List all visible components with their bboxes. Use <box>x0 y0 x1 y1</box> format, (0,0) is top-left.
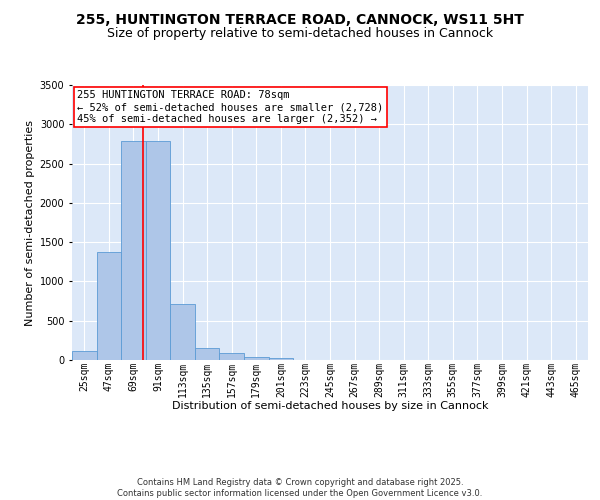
Bar <box>146 141 170 360</box>
Text: 255 HUNTINGTON TERRACE ROAD: 78sqm
← 52% of semi-detached houses are smaller (2,: 255 HUNTINGTON TERRACE ROAD: 78sqm ← 52%… <box>77 90 383 124</box>
Bar <box>97 252 121 360</box>
Y-axis label: Number of semi-detached properties: Number of semi-detached properties <box>25 120 35 326</box>
Bar <box>220 353 244 360</box>
Text: 255, HUNTINGTON TERRACE ROAD, CANNOCK, WS11 5HT: 255, HUNTINGTON TERRACE ROAD, CANNOCK, W… <box>76 12 524 26</box>
Bar <box>269 358 293 360</box>
Text: Contains HM Land Registry data © Crown copyright and database right 2025.
Contai: Contains HM Land Registry data © Crown c… <box>118 478 482 498</box>
Bar <box>72 350 97 360</box>
Bar <box>244 357 269 360</box>
X-axis label: Distribution of semi-detached houses by size in Cannock: Distribution of semi-detached houses by … <box>172 401 488 411</box>
Text: Size of property relative to semi-detached houses in Cannock: Size of property relative to semi-detach… <box>107 28 493 40</box>
Bar <box>170 304 195 360</box>
Bar <box>121 141 146 360</box>
Bar <box>195 348 220 360</box>
